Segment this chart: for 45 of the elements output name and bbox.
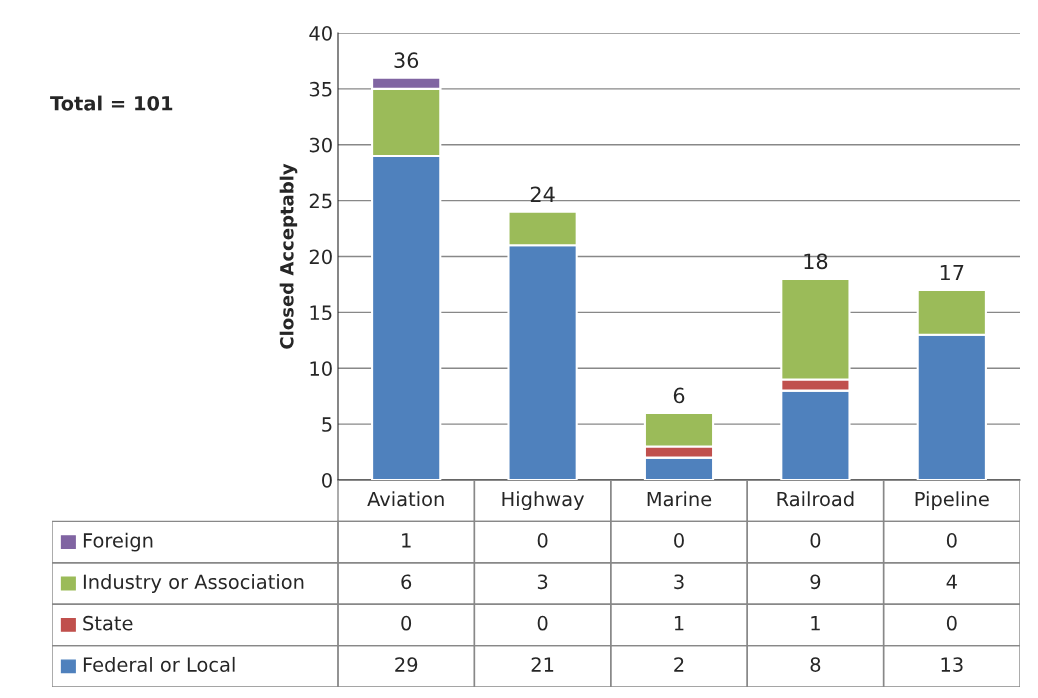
y-tick-label: 0	[322, 472, 332, 488]
data-label: 13	[941, 657, 963, 672]
legend-label: Industry or Association	[83, 574, 304, 593]
data-label: 0	[537, 533, 548, 548]
legend-label: State	[83, 615, 133, 631]
total-label: 17	[940, 264, 964, 281]
data-label: 6	[401, 574, 412, 590]
data-label: 4	[946, 574, 957, 589]
data-label: 3	[537, 574, 548, 590]
total-label: 18	[804, 253, 828, 270]
x-tick-label: Railroad	[777, 491, 854, 507]
y-tick-label: 35	[309, 81, 332, 97]
y-tick-label: 5	[322, 417, 332, 432]
y-tick-label: 30	[309, 137, 332, 153]
data-label: 1	[402, 533, 411, 548]
x-tick-label: Marine	[647, 491, 712, 507]
data-label: 0	[537, 615, 548, 631]
legend-label: Federal or Local	[83, 656, 235, 672]
y-tick-label: 25	[309, 193, 332, 209]
y-tick-label: 10	[310, 361, 332, 376]
data-label: 2	[674, 657, 684, 672]
data-label: 0	[946, 615, 957, 631]
data-label: 29	[395, 657, 418, 672]
y-tick-label: 15	[310, 305, 332, 321]
x-tick-label: Highway	[502, 491, 585, 511]
data-label: 1	[811, 616, 820, 631]
total-label: 36	[394, 52, 419, 69]
data-label: 3	[674, 574, 684, 590]
data-label: 8	[810, 657, 821, 672]
total-label: 6	[673, 387, 685, 404]
data-label: 0	[674, 533, 684, 548]
y-tick-label: 40	[309, 25, 332, 41]
y-axis-title: Closed Acceptably	[279, 163, 298, 349]
data-label: 0	[401, 615, 412, 631]
data-label: 1	[674, 616, 684, 631]
x-tick-label: Pipeline	[915, 491, 989, 511]
data-label: 21	[531, 657, 554, 672]
legend-label: Foreign	[83, 532, 153, 552]
data-label: 0	[810, 533, 821, 548]
x-tick-label: Aviation	[367, 491, 444, 507]
total-label: 24	[530, 186, 555, 202]
y-tick-label: 20	[309, 249, 332, 265]
text: Total = 101	[50, 95, 173, 111]
data-label: 0	[946, 533, 957, 548]
data-label: 9	[810, 574, 821, 590]
